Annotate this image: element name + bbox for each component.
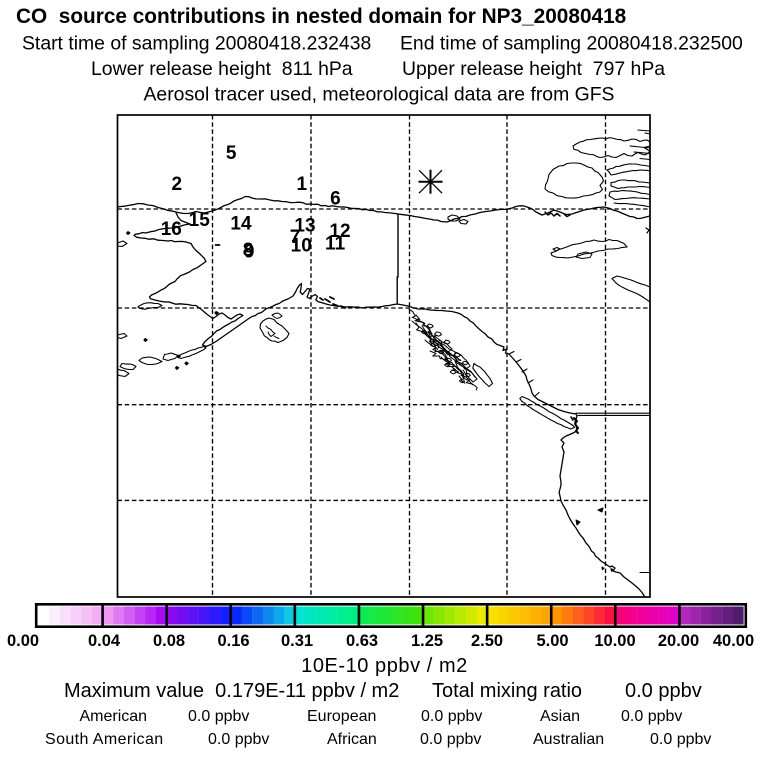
svg-text:0.04: 0.04 bbox=[88, 632, 121, 650]
svg-text:American: American bbox=[80, 708, 148, 725]
svg-text:Asian: Asian bbox=[540, 708, 580, 725]
svg-text:0.16: 0.16 bbox=[217, 632, 249, 650]
svg-text:2: 2 bbox=[172, 174, 183, 195]
svg-text:5.00: 5.00 bbox=[536, 632, 568, 650]
svg-text:CO source contributions in ne: CO source contributions in nested domain… bbox=[16, 5, 626, 28]
svg-text:20.00: 20.00 bbox=[658, 632, 699, 650]
svg-text:Australian: Australian bbox=[533, 731, 604, 748]
svg-text:Start time of sampling 2008041: Start time of sampling 20080418.232438 bbox=[22, 33, 371, 55]
svg-text:Lower release height 811 hPa: Lower release height 811 hPa bbox=[91, 58, 353, 80]
svg-text:40.00: 40.00 bbox=[713, 632, 754, 650]
svg-text:0.0 ppbv: 0.0 ppbv bbox=[421, 708, 482, 725]
svg-text:Upper release height 797 hPa: Upper release height 797 hPa bbox=[402, 58, 665, 80]
svg-text:0.0 ppbv: 0.0 ppbv bbox=[188, 708, 249, 725]
svg-text:1.25: 1.25 bbox=[411, 632, 443, 650]
svg-text:6: 6 bbox=[330, 189, 341, 210]
svg-text:South American: South American bbox=[45, 731, 164, 748]
svg-text:0.63: 0.63 bbox=[346, 632, 378, 650]
svg-text:14: 14 bbox=[230, 214, 252, 235]
svg-text:0.0 ppbv: 0.0 ppbv bbox=[420, 731, 481, 748]
svg-text:5: 5 bbox=[226, 143, 237, 164]
svg-text:0.0 ppbv: 0.0 ppbv bbox=[650, 731, 711, 748]
svg-text:1: 1 bbox=[297, 174, 308, 195]
svg-text:2.50: 2.50 bbox=[471, 632, 503, 650]
svg-text:0.0 ppbv: 0.0 ppbv bbox=[208, 731, 269, 748]
svg-text:0.0 ppbv: 0.0 ppbv bbox=[625, 680, 702, 702]
svg-text:12: 12 bbox=[329, 221, 350, 242]
svg-text:13: 13 bbox=[294, 216, 315, 237]
svg-text:African: African bbox=[327, 731, 377, 748]
svg-text:0.00: 0.00 bbox=[7, 632, 39, 650]
svg-text:0.31: 0.31 bbox=[281, 632, 313, 650]
svg-text:11: 11 bbox=[325, 233, 346, 254]
svg-text:Maximum value 0.179E-11 ppbv: Maximum value 0.179E-11 ppbv / m2 bbox=[64, 680, 399, 702]
svg-text:10E-10 ppbv / m2: 10E-10 ppbv / m2 bbox=[301, 655, 468, 677]
svg-text:7: 7 bbox=[290, 227, 301, 248]
svg-text:10.00: 10.00 bbox=[594, 632, 635, 650]
svg-text:Total mixing ratio: Total mixing ratio bbox=[432, 680, 582, 702]
svg-text:9: 9 bbox=[244, 241, 255, 262]
svg-text:Aerosol tracer used, meteorolo: Aerosol tracer used, meteorological data… bbox=[144, 84, 615, 106]
svg-text:10: 10 bbox=[291, 236, 312, 257]
svg-text:8: 8 bbox=[243, 240, 254, 261]
svg-text:End time of sampling 20080418.: End time of sampling 20080418.232500 bbox=[400, 33, 743, 55]
svg-text:European: European bbox=[307, 708, 376, 725]
svg-text:15: 15 bbox=[189, 210, 211, 231]
svg-text:16: 16 bbox=[161, 219, 182, 240]
svg-text:0.08: 0.08 bbox=[153, 632, 185, 650]
svg-text:0.0 ppbv: 0.0 ppbv bbox=[621, 708, 682, 725]
